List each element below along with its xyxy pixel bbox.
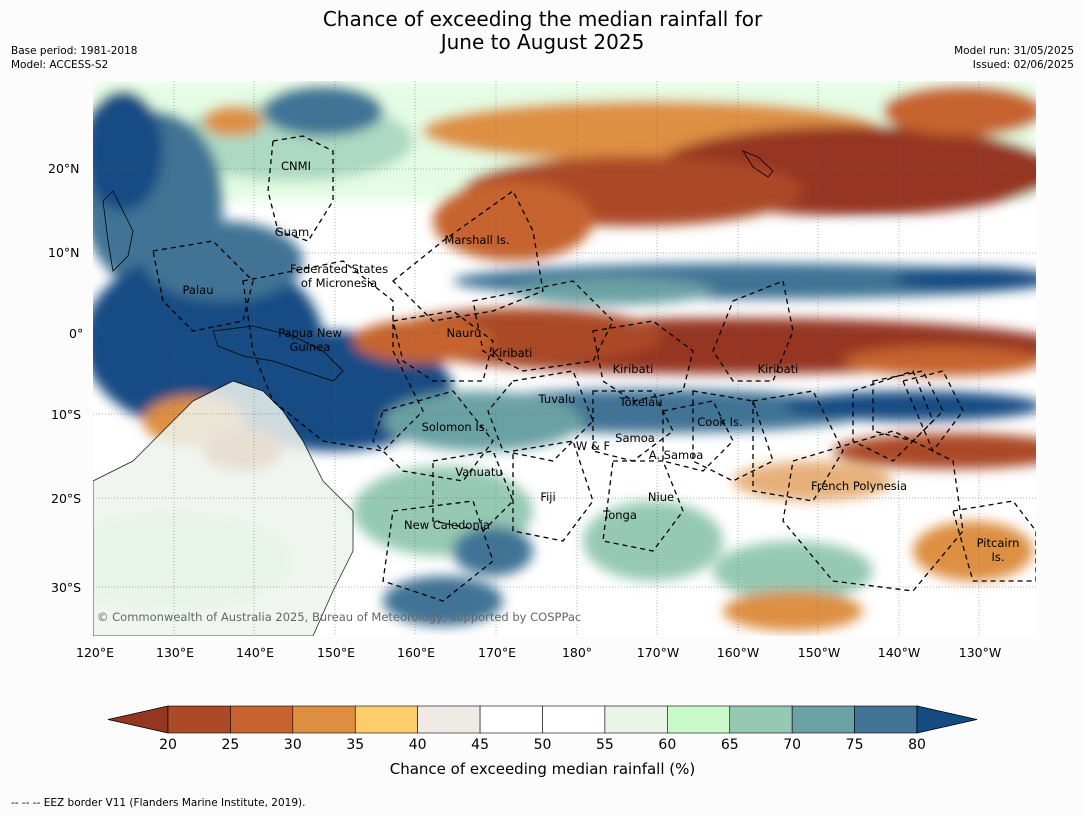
- colorbar-label: Chance of exceeding median rainfall (%): [389, 760, 696, 778]
- lat-label: 30°S: [51, 580, 82, 595]
- lon-label: 140°W: [877, 645, 921, 660]
- lat-label: 0°: [69, 326, 84, 341]
- colorbar-tick-label: 45: [471, 737, 489, 753]
- region-label: Kiribati: [757, 362, 799, 376]
- meta-left: Base period: 1981-2018 Model: ACCESS-S2: [11, 44, 137, 72]
- region-label: Tokelau: [619, 395, 663, 409]
- colorbar-swatch: [667, 705, 731, 734]
- rainfall-map: [93, 81, 1036, 636]
- region-label: of Micronesia: [300, 276, 378, 290]
- lon-label: 130°E: [155, 645, 195, 660]
- region-label: Kiribati: [491, 346, 533, 360]
- issued-date: Issued: 02/06/2025: [972, 59, 1074, 71]
- colorbar-swatch: [854, 705, 918, 734]
- region-label: Federated States: [289, 262, 389, 276]
- base-period: Base period: 1981-2018: [11, 45, 138, 57]
- region-label: CNMI: [281, 159, 311, 173]
- lat-label: 10°N: [48, 245, 80, 260]
- colorbar-swatch: [354, 705, 418, 734]
- meta-right: Model run: 31/05/2025 Issued: 02/06/2025: [954, 44, 1074, 72]
- colorbar-tick-label: 60: [658, 737, 677, 753]
- region-label: Nauru: [446, 326, 482, 340]
- colorbar-swatch: [167, 705, 231, 734]
- map-canvas: [93, 81, 1036, 636]
- lon-label: 150°E: [316, 645, 356, 660]
- region-label: Fiji: [540, 490, 556, 504]
- colorbar-tick-label: 25: [221, 737, 240, 753]
- region-label: Palau: [182, 283, 214, 297]
- eez-legend-footer: -- -- -- EEZ border V11 (Flanders Marine…: [11, 797, 306, 809]
- chart-title: Chance of exceeding the median rainfall …: [0, 8, 1085, 54]
- lon-label: 160°E: [396, 645, 436, 660]
- region-label: Guinea: [289, 340, 331, 354]
- colorbar: [107, 705, 978, 734]
- colorbar-tick-label: 55: [595, 737, 614, 753]
- region-label: A. Samoa: [648, 448, 704, 462]
- lon-label: 170°E: [477, 645, 517, 660]
- lon-label: 140°E: [235, 645, 275, 660]
- colorbar-tick-label: 50: [533, 737, 552, 753]
- colorbar-swatch: [604, 705, 668, 734]
- model-name: Model: ACCESS-S2: [11, 59, 109, 71]
- region-label: Marshall Is.: [444, 233, 510, 247]
- colorbar-swatch: [729, 705, 793, 734]
- colorbar-tick-label: 40: [408, 737, 427, 753]
- region-label: Papua New: [278, 326, 342, 340]
- region-label: Cook Is.: [697, 415, 743, 429]
- region-label: French Polynesia: [810, 479, 908, 493]
- colorbar-tick-label: 80: [908, 737, 926, 753]
- region-label: Tuvalu: [538, 392, 576, 406]
- colorbar-swatch: [791, 705, 855, 734]
- lon-label: 150°W: [797, 645, 841, 660]
- colorbar-swatch: [417, 705, 481, 734]
- region-label: Tonga: [603, 508, 637, 522]
- region-label: Samoa: [615, 431, 655, 445]
- colorbar-tick-label: 75: [845, 737, 864, 753]
- colorbar-tick-label: 70: [783, 737, 802, 753]
- lon-label: 180°: [561, 645, 593, 660]
- title-line-1: Chance of exceeding the median rainfall …: [322, 7, 763, 31]
- lat-label: 10°S: [51, 407, 82, 422]
- region-label: New Caledonia: [404, 518, 490, 532]
- lon-label: 120°E: [75, 645, 115, 660]
- region-label: Vanuatu: [455, 465, 503, 479]
- colorbar-swatch: [292, 705, 356, 734]
- colorbar-over-arrow: [916, 705, 978, 734]
- region-label: Kiribati: [612, 362, 654, 376]
- region-label: Solomon Is.: [421, 420, 489, 434]
- region-label: W & F: [575, 439, 611, 453]
- title-line-2: June to August 2025: [440, 30, 645, 54]
- lon-label: 130°W: [958, 645, 1002, 660]
- model-run: Model run: 31/05/2025: [954, 45, 1074, 57]
- colorbar-tick-label: 30: [283, 737, 302, 753]
- colorbar-swatch: [230, 705, 294, 734]
- colorbar-tick-label: 20: [159, 737, 177, 753]
- lon-label: 170°W: [636, 645, 680, 660]
- lat-label: 20°N: [48, 161, 80, 176]
- colorbar-tick-label: 35: [346, 737, 365, 753]
- lat-label: 20°S: [51, 491, 82, 506]
- lon-label: 160°W: [716, 645, 760, 660]
- colorbar-swatch: [542, 705, 606, 734]
- region-label: Guam: [274, 225, 310, 239]
- region-label: Pitcairn: [976, 536, 1020, 550]
- region-label: Is.: [991, 550, 1005, 564]
- colorbar-under-arrow: [107, 705, 169, 734]
- colorbar-swatch: [479, 705, 543, 734]
- region-label: Niue: [647, 490, 675, 504]
- colorbar-tick-label: 65: [720, 737, 739, 753]
- copyright-text: © Commonwealth of Australia 2025, Bureau…: [97, 610, 582, 624]
